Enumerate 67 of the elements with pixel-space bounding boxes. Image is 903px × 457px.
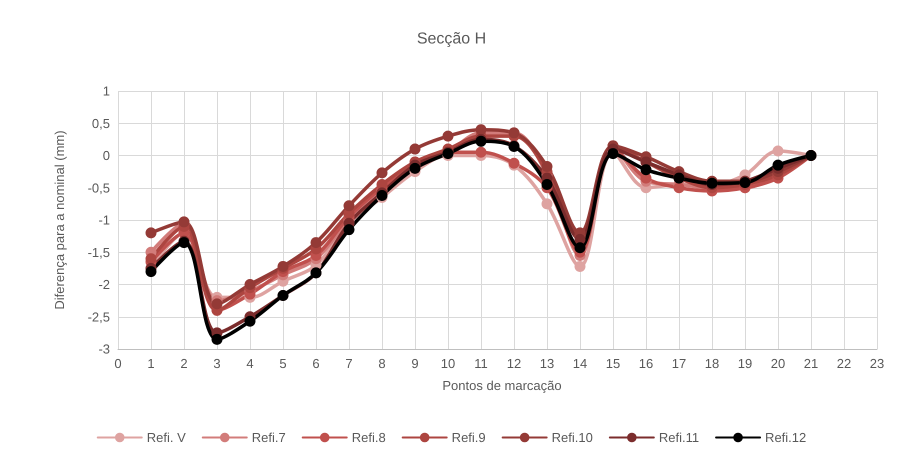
point — [442, 130, 454, 142]
point — [542, 198, 552, 210]
x-tick-label: 17 — [672, 356, 686, 371]
x-tick-label: 22 — [836, 356, 852, 371]
x-tick-label: 1 — [147, 356, 155, 371]
point — [146, 253, 156, 264]
y-axis-title: Diferença para a nominal (mm) — [52, 130, 67, 310]
x-tick-label: 3 — [213, 356, 221, 371]
point — [244, 279, 256, 290]
point — [244, 316, 256, 327]
point — [310, 237, 322, 248]
y-tick-label: 0 — [102, 148, 110, 163]
point — [212, 334, 222, 345]
y-tick-label: -3 — [98, 342, 110, 356]
point — [344, 224, 354, 236]
x-tick-label: 18 — [704, 356, 720, 371]
x-tick-label: 0 — [114, 356, 122, 371]
y-tick-label: -1 — [98, 212, 110, 228]
x-tick-label: 12 — [506, 356, 522, 371]
point — [574, 242, 586, 254]
legend-label: Refi.7 — [252, 430, 286, 445]
point — [574, 260, 586, 272]
x-tick-label: 14 — [572, 356, 588, 371]
y-tick-label: -2,5 — [88, 309, 110, 324]
legend-label: Refi.9 — [452, 430, 486, 445]
x-tick-label: 16 — [638, 356, 654, 371]
x-tick-label: 8 — [378, 356, 386, 371]
point — [772, 145, 784, 156]
point — [542, 160, 552, 172]
legend-label: Refi.10 — [552, 430, 593, 445]
point — [146, 266, 156, 278]
point — [410, 144, 420, 155]
chart-title: Secção H — [416, 30, 486, 48]
x-tick-label: 6 — [312, 356, 320, 371]
point — [376, 167, 388, 178]
point — [476, 146, 486, 158]
legend-label: Refi.8 — [352, 430, 386, 445]
x-tick-label: 21 — [804, 356, 818, 371]
legend-label: Refi.12 — [765, 430, 806, 445]
y-tick-label: -2 — [98, 277, 110, 292]
x-tick-label: 13 — [540, 356, 554, 371]
legend-label: Refi.11 — [658, 430, 700, 445]
x-tick-label: 5 — [279, 356, 287, 371]
x-tick-label: 20 — [770, 356, 786, 371]
y-tick-label: -1,5 — [88, 244, 110, 260]
x-tick-label: 19 — [738, 356, 752, 371]
point — [772, 160, 784, 171]
point — [542, 179, 552, 190]
x-tick-label: 2 — [180, 356, 188, 371]
x-tick-label: 10 — [440, 356, 456, 371]
point — [212, 298, 222, 310]
x-axis-title: Pontos de marcação — [442, 378, 562, 393]
x-tick-label: 11 — [474, 356, 488, 371]
point — [640, 164, 652, 176]
y-tick-label: 1 — [102, 84, 110, 98]
x-tick-label: 4 — [246, 356, 254, 371]
x-tick-label: 23 — [870, 356, 884, 371]
point — [146, 227, 156, 238]
x-tick-label: 7 — [345, 356, 353, 371]
y-tick-label: -0,5 — [88, 180, 110, 196]
y-tick-label: 0,5 — [92, 116, 110, 131]
point — [476, 124, 486, 136]
legend-label: Refi. V — [146, 430, 186, 445]
x-tick-label: 15 — [606, 356, 620, 371]
x-tick-label: 9 — [411, 356, 419, 371]
point — [674, 182, 684, 194]
point — [344, 200, 354, 212]
